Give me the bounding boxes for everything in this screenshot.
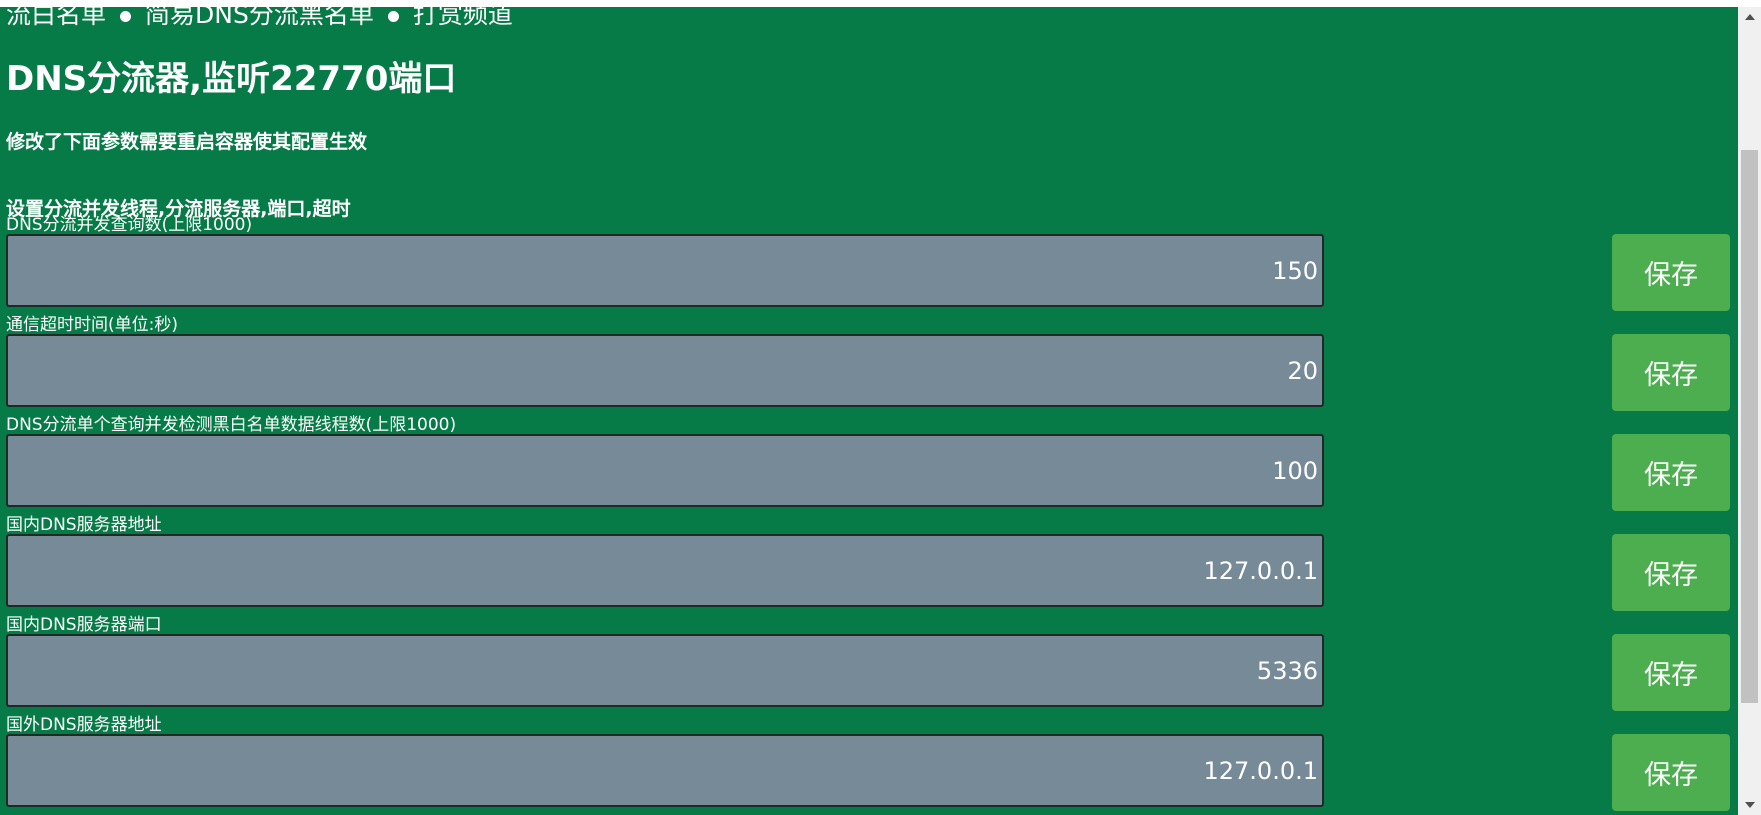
concurrency-label: DNS分流并发查询数(上限1000): [6, 215, 253, 235]
bullet-icon: [120, 10, 132, 22]
foreign-dns-address-input[interactable]: [6, 734, 1324, 807]
scroll-up-arrow-icon[interactable]: [1738, 7, 1761, 27]
page-title: DNS分流器,监听22770端口: [6, 59, 457, 99]
nav-link-dns-blacklist[interactable]: 简易DNS分流黑名单: [145, 7, 374, 29]
timeout-input[interactable]: [6, 334, 1324, 407]
foreign-dns-address-label: 国外DNS服务器地址: [6, 715, 162, 735]
save-domestic-dns-port-button[interactable]: 保存: [1612, 634, 1730, 711]
save-threads-button[interactable]: 保存: [1612, 434, 1730, 511]
page: 流白名单 简易DNS分流黑名单 打赏频道 DNS分流器,监听22770端口 修改了下…: [0, 7, 1738, 815]
top-nav: 流白名单 简易DNS分流黑名单 打赏频道: [6, 7, 513, 35]
domestic-dns-port-label: 国内DNS服务器端口: [6, 615, 162, 635]
restart-notice: 修改了下面参数需要重启容器使其配置生效: [6, 131, 368, 153]
bullet-icon: [387, 10, 399, 22]
save-concurrency-button[interactable]: 保存: [1612, 234, 1730, 311]
nav-link-donate[interactable]: 打赏频道: [412, 7, 513, 29]
vertical-scrollbar[interactable]: [1738, 7, 1761, 815]
concurrency-input[interactable]: [6, 234, 1324, 307]
threads-input[interactable]: [6, 434, 1324, 507]
timeout-label: 通信超时时间(单位:秒): [6, 315, 178, 335]
threads-label: DNS分流单个查询并发检测黑白名单数据线程数(上限1000): [6, 415, 457, 435]
save-domestic-dns-address-button[interactable]: 保存: [1612, 534, 1730, 611]
section-title: 设置分流并发线程,分流服务器,端口,超时: [6, 198, 351, 220]
domestic-dns-address-label: 国内DNS服务器地址: [6, 515, 162, 535]
save-timeout-button[interactable]: 保存: [1612, 334, 1730, 411]
scroll-down-arrow-icon[interactable]: [1738, 795, 1761, 815]
nav-link-whitelist[interactable]: 流白名单: [6, 7, 107, 29]
domestic-dns-port-input[interactable]: [6, 634, 1324, 707]
scrollbar-thumb[interactable]: [1741, 150, 1758, 703]
domestic-dns-address-input[interactable]: [6, 534, 1324, 607]
save-foreign-dns-address-button[interactable]: 保存: [1612, 734, 1730, 811]
